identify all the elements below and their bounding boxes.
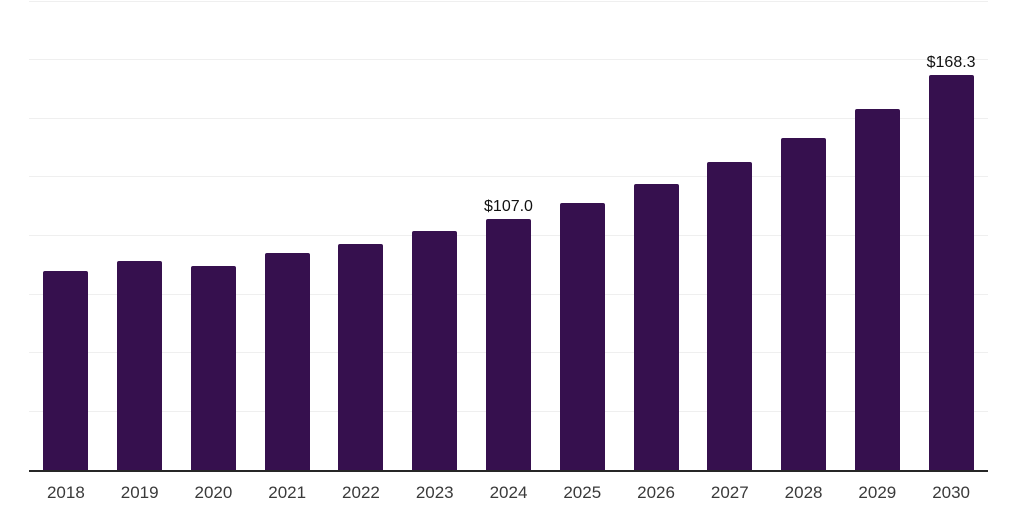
bar-value-label-2030: $168.3 — [926, 54, 976, 72]
x-tick-2020: 2020 — [194, 483, 233, 502]
gridline-200 — [29, 0, 988, 2]
bar-2023 — [412, 231, 458, 470]
bar-2021 — [264, 253, 310, 470]
bar-2030 — [928, 75, 974, 470]
bar-2020 — [190, 266, 236, 470]
bar-value-label-2024: $107.0 — [484, 198, 533, 216]
x-tick-2018: 2018 — [46, 483, 85, 502]
gridline-150 — [29, 117, 988, 119]
plot-area: $107.0 $168.3 — [29, 0, 988, 472]
gridline-175 — [29, 59, 988, 61]
x-tick-2022: 2022 — [342, 483, 380, 502]
bar-2029 — [854, 109, 900, 470]
x-tick-2029: 2029 — [858, 483, 897, 502]
bar-2022 — [338, 244, 384, 470]
x-tick-2019: 2019 — [120, 483, 159, 502]
bar-2027 — [707, 162, 753, 470]
bar-2028 — [781, 138, 827, 470]
x-tick-2028: 2028 — [784, 483, 823, 502]
bar-2026 — [633, 184, 679, 470]
bar-2019 — [117, 261, 163, 470]
x-tick-2030: 2030 — [932, 483, 971, 502]
gridline-125 — [29, 176, 988, 178]
x-tick-2024: 2024 — [489, 483, 528, 502]
x-tick-2023: 2023 — [415, 483, 454, 502]
x-tick-2021: 2021 — [268, 483, 307, 502]
bar-2018 — [43, 271, 89, 470]
x-axis-labels: 2018 2019 2020 2021 2022 2023 2024 2025 2026 2027… — [29, 483, 988, 503]
x-tick-2027: 2027 — [710, 483, 749, 502]
x-tick-2025: 2025 — [563, 483, 602, 502]
bar-2024 — [486, 219, 531, 470]
x-tick-2026: 2026 — [637, 483, 675, 502]
bar-2025 — [559, 203, 605, 470]
